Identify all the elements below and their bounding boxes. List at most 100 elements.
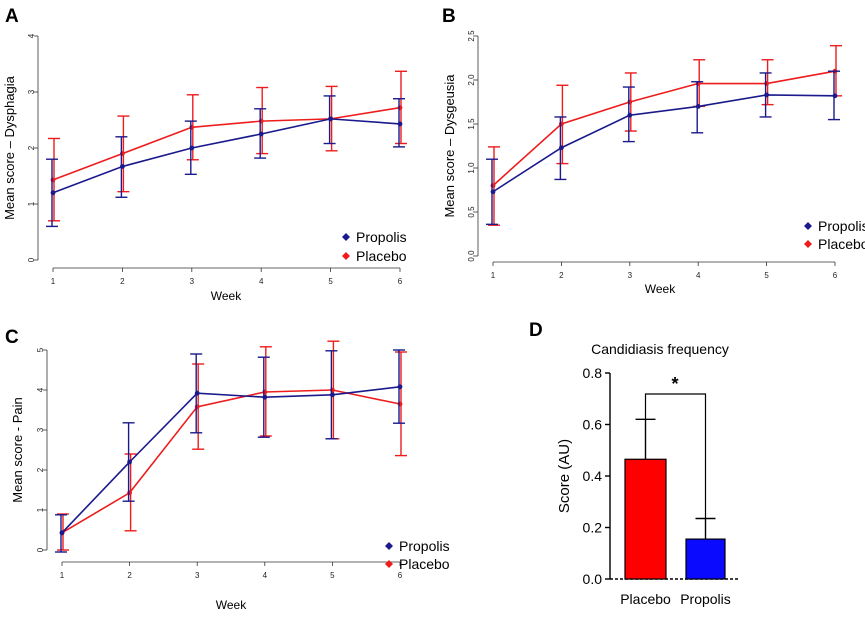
panel-A: A 1 2 3 4 5 6 0 1 2 3 4 Week Mean score – Dysphagia Pr…	[2, 6, 407, 303]
x-axis-label: Week	[216, 598, 247, 612]
x-tick-label: 2	[127, 571, 132, 580]
propolis-data-point	[194, 390, 200, 396]
x-axis-label: Week	[645, 282, 676, 296]
propolis-bar	[685, 538, 726, 580]
propolis-series-line	[61, 386, 401, 534]
panel-C: C 1 2 3 4 5 6 0 1 2 3 4 5 Week Mean score - Pain Propol…	[5, 327, 450, 612]
propolis-data-point	[262, 394, 268, 400]
x-tick-label: 3	[195, 571, 200, 580]
panel-label-d: D	[529, 320, 543, 341]
propolis-series-line	[492, 94, 836, 193]
y-tick-label: 4	[36, 387, 45, 392]
x-tick-label: 2	[559, 271, 564, 280]
legend-label-placebo: Placebo	[818, 236, 865, 252]
propolis-data-point	[559, 145, 564, 151]
y-tick-label: 2.5	[467, 30, 476, 42]
panel-label-a: A	[5, 6, 19, 27]
y-axis-label: Mean score - Pain	[10, 397, 25, 503]
legend-marker-propolis	[385, 542, 393, 550]
y-axis-label: Mean score – Dysphagia	[2, 75, 17, 220]
propolis-data-point	[490, 189, 496, 195]
x-tick-label: 3	[628, 271, 633, 280]
legend-label-placebo: Placebo	[399, 556, 450, 572]
y-tick-label: 0.6	[583, 417, 603, 433]
x-tick-label: 2	[120, 277, 125, 286]
panel-B: B 1 2 3 4 5 6 0.0 0.5 1.0 1.5 2.0 2.5 Week Mean score …	[442, 6, 865, 296]
legend-label-propolis: Propolis	[356, 229, 407, 245]
legend-marker-propolis	[342, 233, 350, 241]
legend-marker-placebo	[342, 252, 350, 260]
y-tick-label: 0.8	[583, 365, 603, 381]
y-tick-label: 3	[27, 89, 36, 94]
panel-D: D Candidiasis frequency 0.0 0.2 0.4 0.6 0.8 Sco…	[529, 320, 740, 607]
panel-label-b: B	[442, 6, 456, 27]
y-tick-label: 4	[27, 33, 36, 38]
placebo-bar	[624, 458, 667, 580]
propolis-data-point	[695, 104, 701, 109]
x-tick-label: 5	[330, 571, 335, 580]
y-tick-label: 1.5	[467, 118, 476, 130]
chart-title: Candidiasis frequency	[591, 341, 729, 357]
y-tick-label: 0.0	[467, 250, 476, 262]
propolis-data-point	[50, 190, 56, 196]
placebo-series-line	[52, 106, 401, 181]
x-tick-label: 6	[398, 571, 403, 580]
x-tick-label: 4	[259, 277, 264, 286]
significance-bracket	[644, 393, 707, 519]
propolis-data-point	[764, 92, 769, 98]
x-tick-label: 5	[328, 277, 333, 286]
x-tick-label: 5	[764, 271, 769, 280]
y-axis-label: Score (AU)	[556, 439, 573, 513]
propolis-data-point	[397, 384, 403, 390]
x-tick-label: 4	[263, 571, 268, 580]
x-tick-label: 1	[51, 277, 56, 286]
propolis-data-point	[189, 145, 195, 151]
significance-marker: *	[671, 374, 678, 394]
panel-label-c: C	[5, 327, 19, 348]
y-tick-label: 1	[27, 201, 36, 206]
y-tick-label: 0.4	[583, 468, 603, 484]
propolis-data-point	[627, 112, 633, 118]
propolis-data-point	[330, 392, 335, 398]
placebo-series-line	[492, 70, 836, 187]
legend-label-propolis: Propolis	[818, 218, 865, 234]
legend-marker-placebo	[385, 560, 393, 568]
x-tick-label: 1	[491, 271, 496, 280]
propolis-data-point	[397, 121, 403, 127]
legend-marker-placebo	[804, 240, 812, 248]
legend-label-propolis: Propolis	[399, 538, 450, 554]
y-tick-label: 5	[36, 347, 45, 352]
y-tick-label: 0	[27, 257, 36, 262]
y-tick-label: 0.0	[583, 571, 603, 587]
propolis-data-point	[258, 131, 264, 137]
y-tick-label: 3	[36, 427, 45, 432]
propolis-data-point	[59, 530, 65, 536]
legend-label-placebo: Placebo	[356, 248, 407, 264]
propolis-data-point	[127, 459, 132, 465]
legend-marker-propolis	[804, 222, 812, 230]
x-tick-label: 1	[60, 571, 65, 580]
x-category-label: Placebo	[620, 591, 671, 607]
x-tick-label: 6	[398, 277, 403, 286]
x-tick-label: 3	[190, 277, 195, 286]
y-tick-label: 0.5	[467, 206, 476, 218]
propolis-data-point	[328, 116, 333, 122]
y-tick-label: 2	[27, 145, 36, 150]
y-tick-label: 0.2	[583, 520, 603, 536]
x-axis-label: Week	[211, 289, 242, 303]
propolis-data-point	[120, 164, 125, 169]
placebo-series-line	[61, 389, 401, 534]
propolis-data-point	[832, 93, 838, 99]
x-tick-label: 4	[696, 271, 701, 280]
y-tick-label: 1.0	[467, 162, 476, 174]
y-tick-label: 2	[36, 467, 45, 472]
y-tick-label: 1	[36, 507, 45, 512]
x-category-label: Propolis	[680, 591, 731, 607]
propolis-series-line	[52, 118, 401, 194]
x-tick-label: 6	[833, 271, 838, 280]
y-axis-label: Mean score – Dysgeusia	[442, 74, 457, 218]
y-tick-label: 0	[36, 547, 45, 552]
y-tick-label: 2.0	[467, 74, 476, 86]
